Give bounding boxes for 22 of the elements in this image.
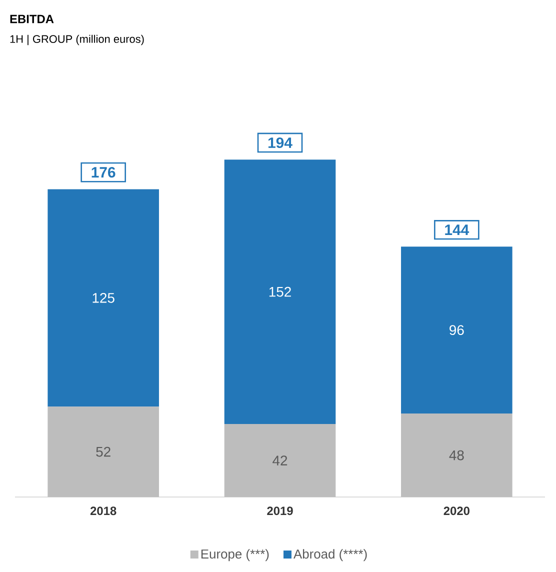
chart-title: EBITDA [10, 14, 54, 24]
bar [401, 246, 512, 414]
x-tick-label: 2018 [90, 506, 116, 516]
bar [48, 406, 159, 497]
data-label: 48 [449, 450, 464, 460]
total-label: 194 [268, 137, 292, 148]
bar [224, 424, 336, 497]
data-label: 152 [269, 286, 291, 297]
data-label: 42 [272, 456, 288, 466]
data-label: 125 [92, 292, 114, 303]
data-label: 96 [450, 325, 464, 336]
chart-subtitle: 1H | GROUP (million euros) [10, 34, 144, 46]
legend-label: Europe (***) [201, 549, 269, 562]
bar [48, 189, 159, 407]
total-label: 176 [92, 167, 116, 178]
total-label: 144 [445, 224, 470, 235]
bar [401, 414, 512, 497]
data-label: 52 [96, 446, 110, 457]
x-tick-label: 2019 [267, 506, 293, 516]
x-tick-label: 2020 [444, 506, 470, 516]
legend-label: Abroad (****) [294, 549, 367, 562]
bar [224, 160, 336, 424]
